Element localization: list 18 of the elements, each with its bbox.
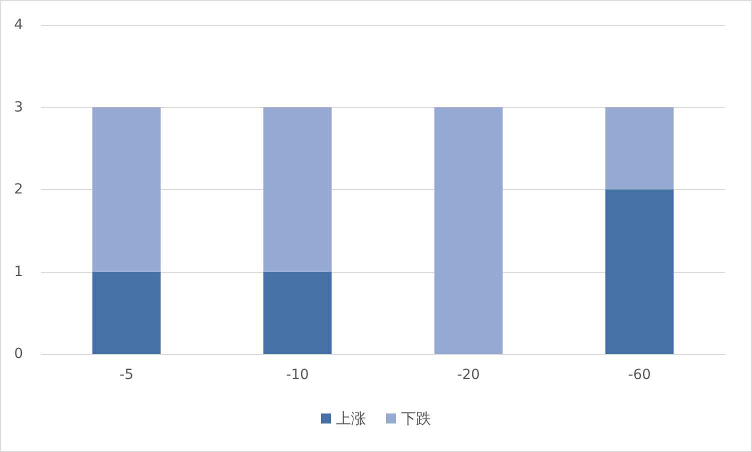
bar xyxy=(92,107,161,272)
y-tick-label: 0 xyxy=(14,346,23,362)
x-tick-label: -5 xyxy=(120,367,134,383)
legend-label: 上涨 xyxy=(336,410,366,428)
bar xyxy=(263,107,332,272)
bar xyxy=(263,272,332,354)
legend-label: 下跌 xyxy=(401,410,431,428)
bar xyxy=(92,272,161,354)
x-tick-label: -10 xyxy=(286,367,309,383)
y-tick-label: 4 xyxy=(14,17,24,33)
y-tick-label: 1 xyxy=(14,264,23,280)
bar xyxy=(605,107,674,190)
bar xyxy=(605,190,674,354)
bar xyxy=(434,107,503,354)
x-tick-label: -60 xyxy=(628,367,651,383)
x-tick-label: -20 xyxy=(457,367,480,383)
y-tick-label: 2 xyxy=(14,182,23,198)
y-tick-label: 3 xyxy=(14,99,23,116)
